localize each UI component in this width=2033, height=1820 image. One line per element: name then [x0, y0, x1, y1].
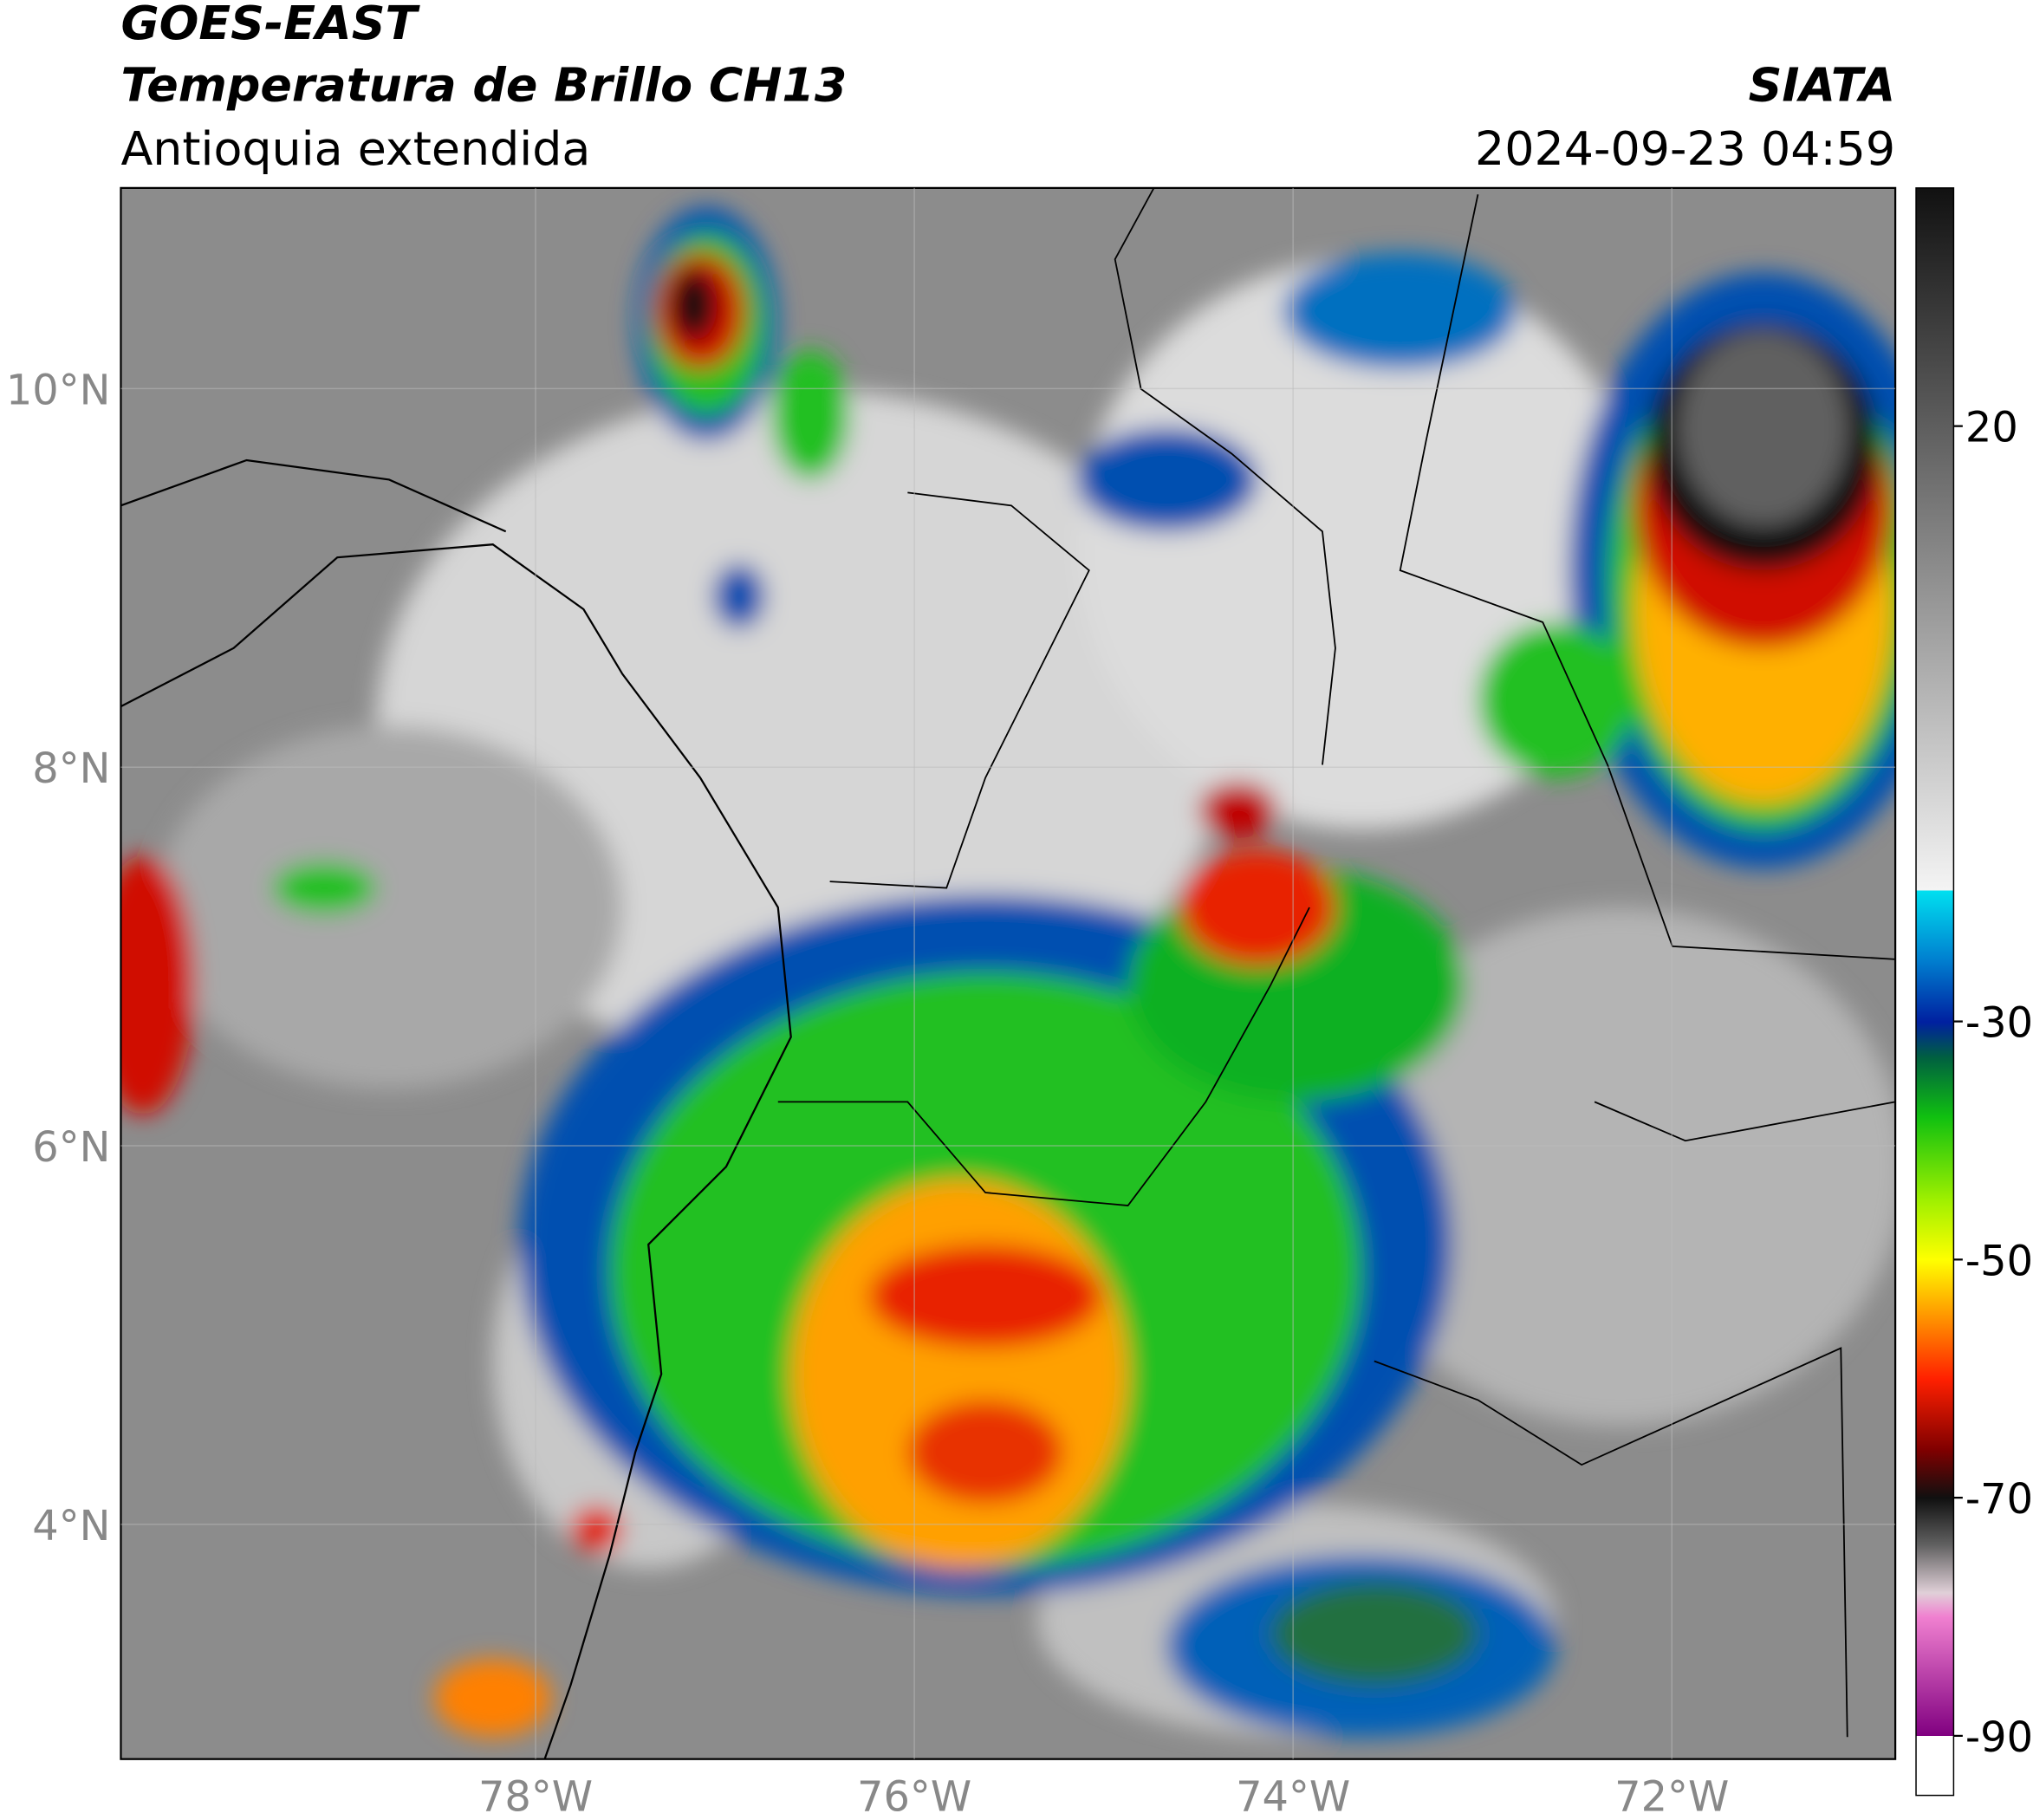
x-tick-label: 72°W: [1614, 1774, 1729, 1820]
title: GOES-EAST: [120, 0, 420, 50]
subtitle: Temperatura de Brillo CH13: [120, 58, 847, 113]
colorbar: [1915, 187, 1955, 1797]
timestamp: 2024-09-23 04:59: [1475, 121, 1895, 176]
agency: SIATA: [1749, 58, 1896, 113]
y-tick-label: 6°N: [32, 1124, 110, 1172]
y-tick-label: 10°N: [6, 367, 111, 414]
satellite-image: [120, 187, 1896, 1759]
y-tick-label: 4°N: [32, 1503, 110, 1550]
colorbar-tick-label: -90: [1965, 1714, 2033, 1762]
region: Antioquia extendida: [120, 121, 590, 176]
colorbar-tick-label: -50: [1965, 1238, 2033, 1285]
x-tick-label: 78°W: [478, 1774, 593, 1820]
map-frame: [120, 186, 1897, 1760]
y-tick-label: 8°N: [32, 745, 110, 793]
x-tick-label: 74°W: [1236, 1774, 1350, 1820]
colorbar-tick-label: 20: [1965, 405, 2018, 452]
colorbar-tick-label: -70: [1965, 1476, 2033, 1524]
colorbar-tick-label: -30: [1965, 1000, 2033, 1048]
x-tick-label: 76°W: [857, 1774, 971, 1820]
